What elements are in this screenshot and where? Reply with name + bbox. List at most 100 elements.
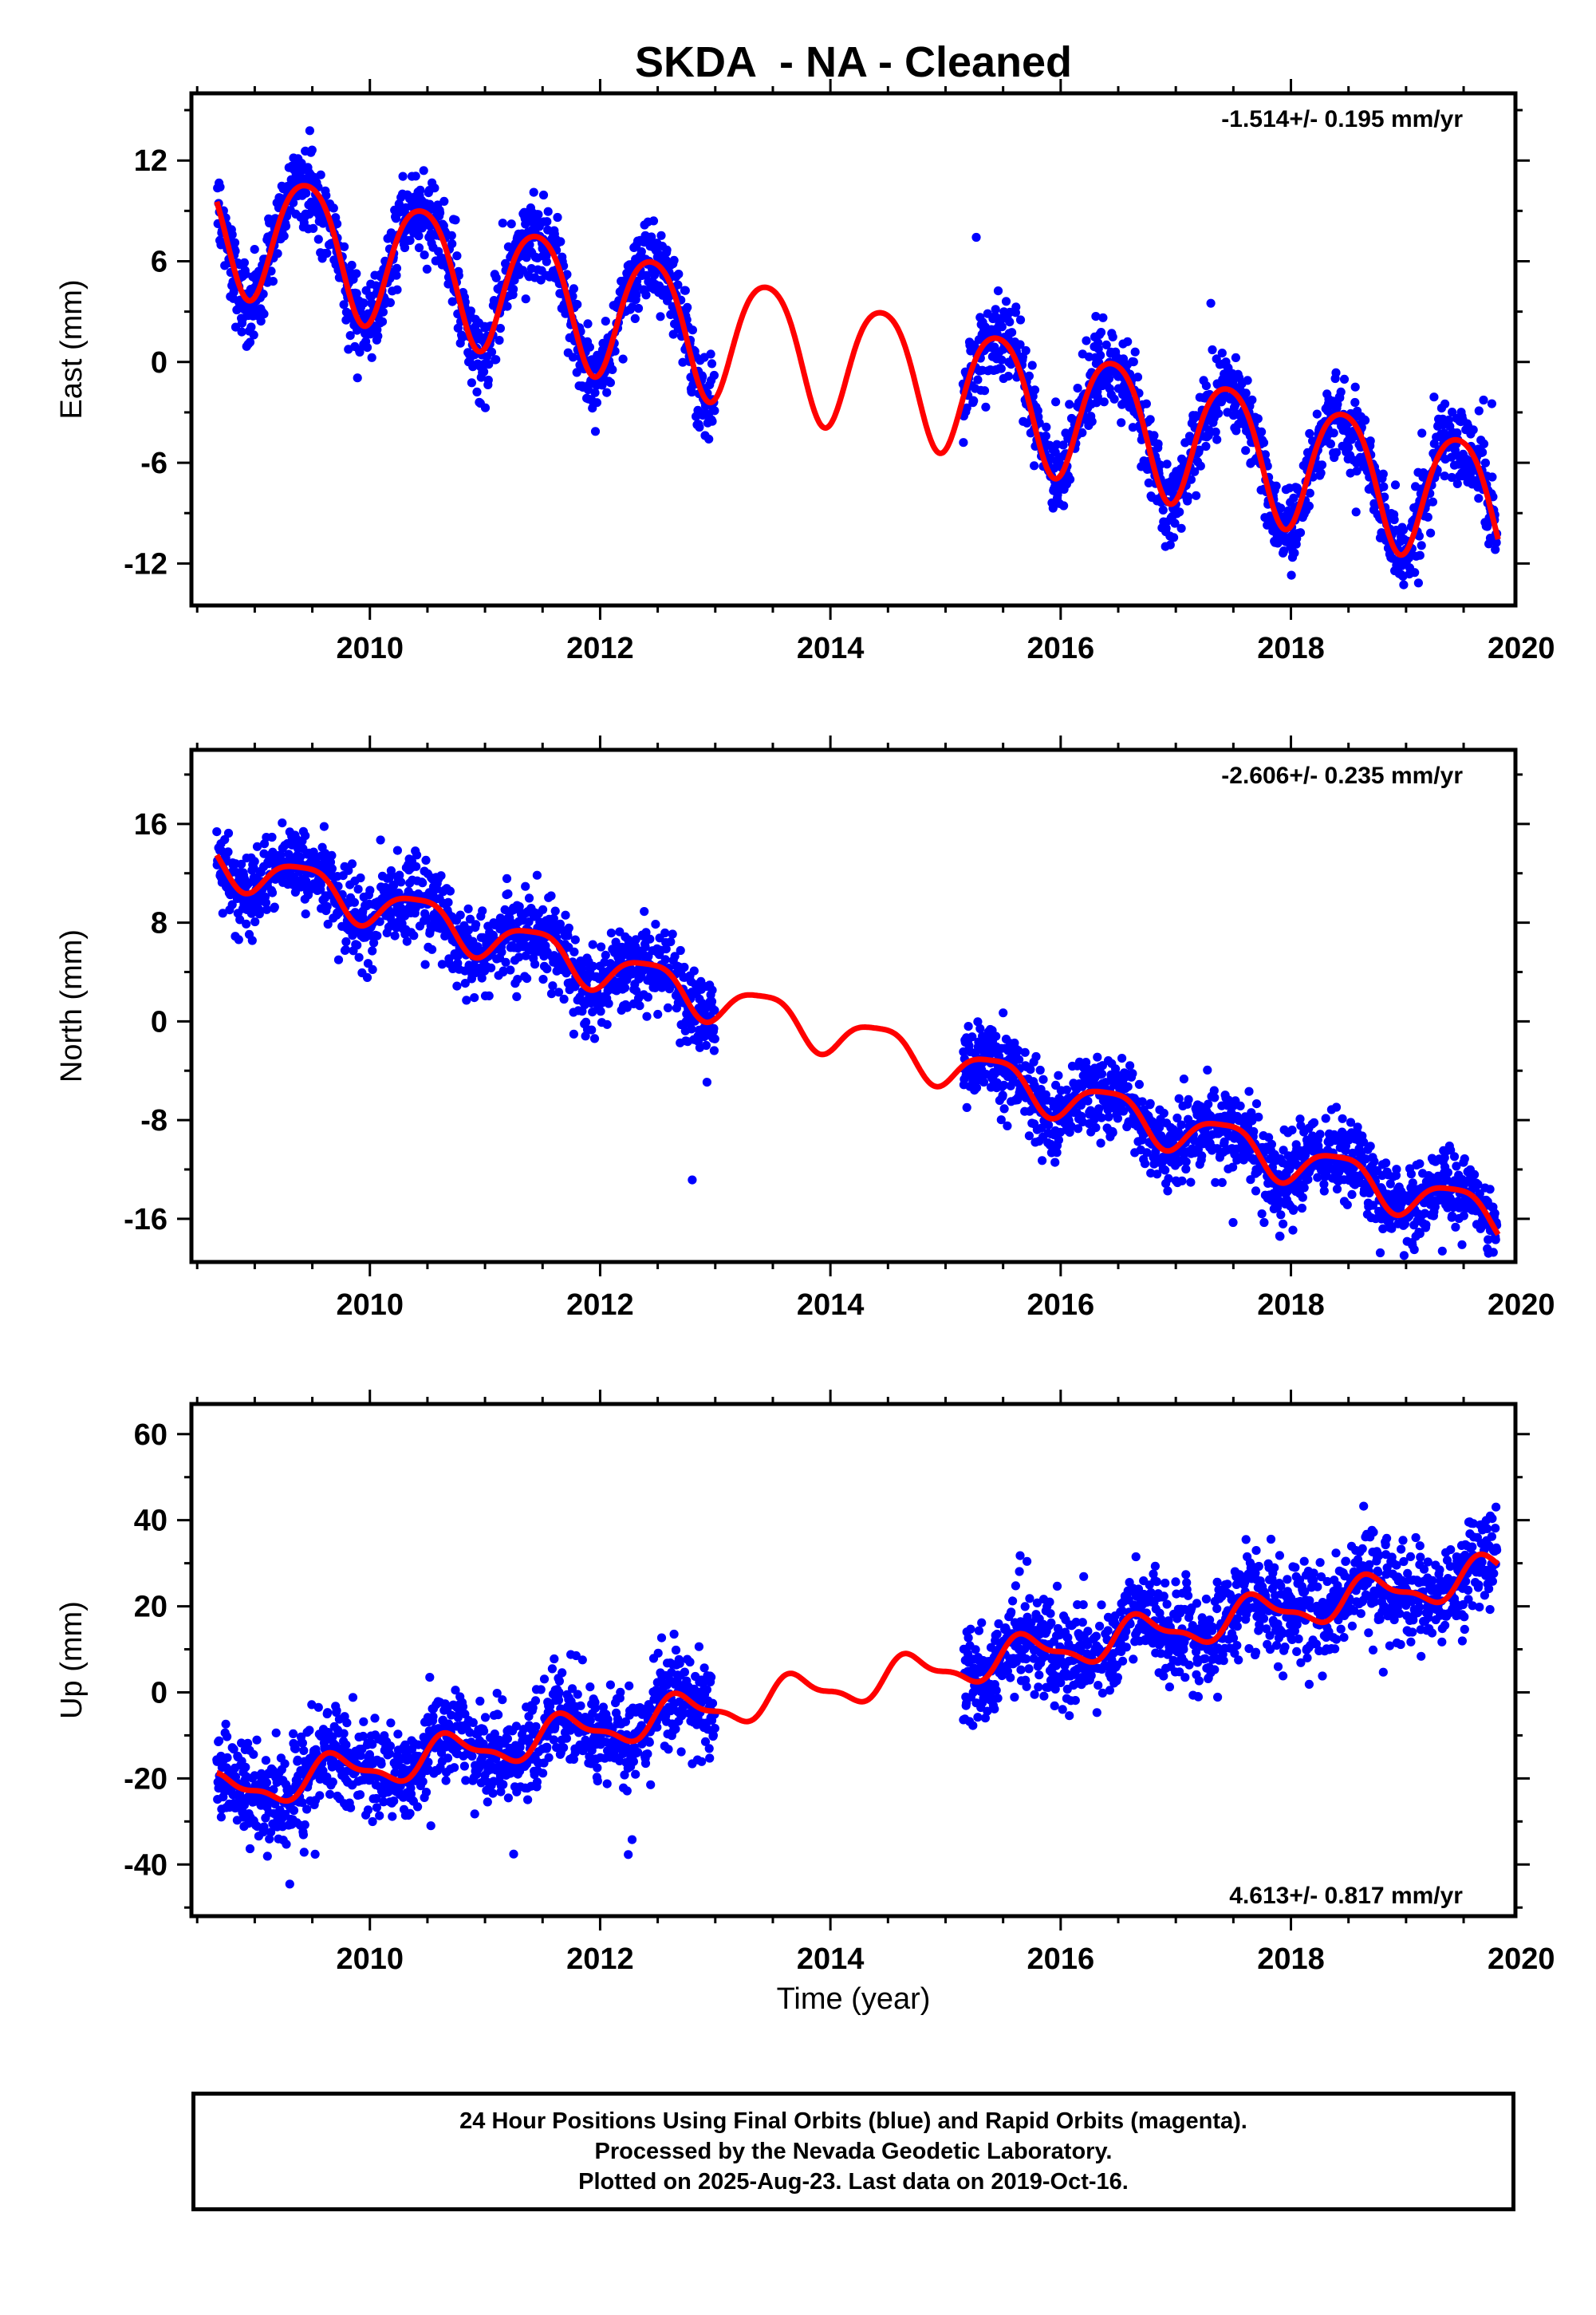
- data-point: [704, 434, 714, 444]
- data-point: [522, 974, 532, 984]
- data-point: [707, 416, 717, 426]
- data-point: [662, 245, 672, 254]
- data-point: [1184, 492, 1193, 502]
- data-point: [1249, 1126, 1259, 1137]
- data-point: [1241, 446, 1251, 456]
- data-point: [1421, 1220, 1431, 1229]
- data-point: [521, 294, 530, 304]
- data-point: [1353, 1122, 1362, 1132]
- data-point: [495, 324, 506, 333]
- data-point: [1096, 350, 1105, 360]
- data-point: [1309, 1118, 1319, 1127]
- data-point: [1276, 503, 1286, 513]
- data-point: [605, 378, 616, 388]
- data-point: [680, 286, 690, 295]
- data-point: [412, 862, 421, 871]
- data-point: [1206, 298, 1216, 308]
- data-point: [645, 934, 655, 944]
- data-point: [997, 322, 1007, 332]
- east-y-axis-label: East (mm): [55, 279, 89, 419]
- data-point: [289, 198, 298, 207]
- data-point: [1026, 1065, 1035, 1075]
- data-point: [1211, 427, 1220, 437]
- data-point: [1316, 468, 1326, 478]
- data-point: [1062, 1085, 1071, 1094]
- data-point: [1414, 531, 1424, 541]
- y-tick-label: 0: [151, 346, 167, 380]
- data-point: [1259, 438, 1269, 448]
- data-point: [235, 915, 245, 925]
- data-point: [1111, 1064, 1121, 1074]
- data-point: [344, 866, 353, 875]
- data-point: [1305, 428, 1314, 439]
- data-point: [653, 1009, 663, 1019]
- data-point: [1078, 428, 1087, 438]
- data-point: [471, 920, 481, 929]
- data-point: [569, 1029, 579, 1039]
- data-point: [1361, 416, 1370, 425]
- data-point: [501, 957, 510, 967]
- data-point: [497, 947, 506, 957]
- data-point: [620, 983, 630, 992]
- data-point: [352, 289, 361, 298]
- data-point: [1074, 1124, 1083, 1134]
- data-point: [1194, 445, 1204, 455]
- data-point: [1451, 1222, 1460, 1232]
- data-point: [1015, 1055, 1024, 1064]
- data-point: [276, 850, 286, 860]
- data-point: [1142, 1148, 1152, 1158]
- y-tick-label: 8: [151, 907, 167, 941]
- data-point: [702, 1078, 712, 1087]
- data-point: [341, 937, 351, 947]
- data-point: [1415, 550, 1425, 560]
- data-point: [1104, 1112, 1113, 1122]
- data-point: [1051, 397, 1061, 407]
- data-point: [419, 166, 428, 175]
- data-point: [680, 962, 689, 972]
- data-point: [1021, 345, 1031, 356]
- data-point: [1253, 1167, 1263, 1177]
- data-point: [1279, 546, 1289, 556]
- data-point: [1319, 1186, 1329, 1196]
- data-point: [262, 905, 271, 914]
- data-point: [409, 931, 419, 941]
- data-point: [1228, 1217, 1238, 1228]
- data-point: [466, 306, 476, 316]
- data-point: [608, 365, 617, 374]
- x-tick-label: 2018: [1257, 1288, 1325, 1322]
- data-point: [561, 910, 570, 920]
- east-rate-label: -1.514+/- 0.195 mm/yr: [1221, 106, 1463, 132]
- data-point: [376, 835, 385, 845]
- data-point: [1365, 436, 1375, 446]
- data-point: [1214, 408, 1224, 418]
- data-point: [457, 333, 467, 342]
- data-point: [451, 215, 460, 225]
- data-point: [455, 910, 465, 920]
- data-point: [1093, 1052, 1102, 1062]
- data-point: [278, 818, 287, 828]
- data-point: [327, 850, 337, 860]
- x-tick-label: 2012: [566, 632, 634, 665]
- data-point: [1196, 461, 1205, 471]
- data-point: [1145, 1098, 1155, 1108]
- data-point: [673, 280, 683, 290]
- data-point: [467, 378, 477, 388]
- data-point: [1050, 1158, 1060, 1167]
- data-point: [1133, 373, 1143, 382]
- data-point: [1130, 347, 1140, 357]
- data-point: [962, 1102, 971, 1112]
- data-point: [550, 906, 560, 916]
- data-point: [1429, 392, 1439, 402]
- data-point: [1065, 400, 1074, 409]
- data-point: [333, 219, 342, 229]
- data-point: [589, 961, 598, 971]
- data-point: [1331, 448, 1342, 457]
- data-point: [1474, 494, 1484, 503]
- data-point: [341, 945, 351, 955]
- data-point: [1149, 431, 1159, 440]
- data-point: [1276, 1210, 1286, 1220]
- data-point: [666, 937, 676, 947]
- x-tick-label: 2016: [1027, 1288, 1095, 1322]
- data-point: [246, 322, 256, 332]
